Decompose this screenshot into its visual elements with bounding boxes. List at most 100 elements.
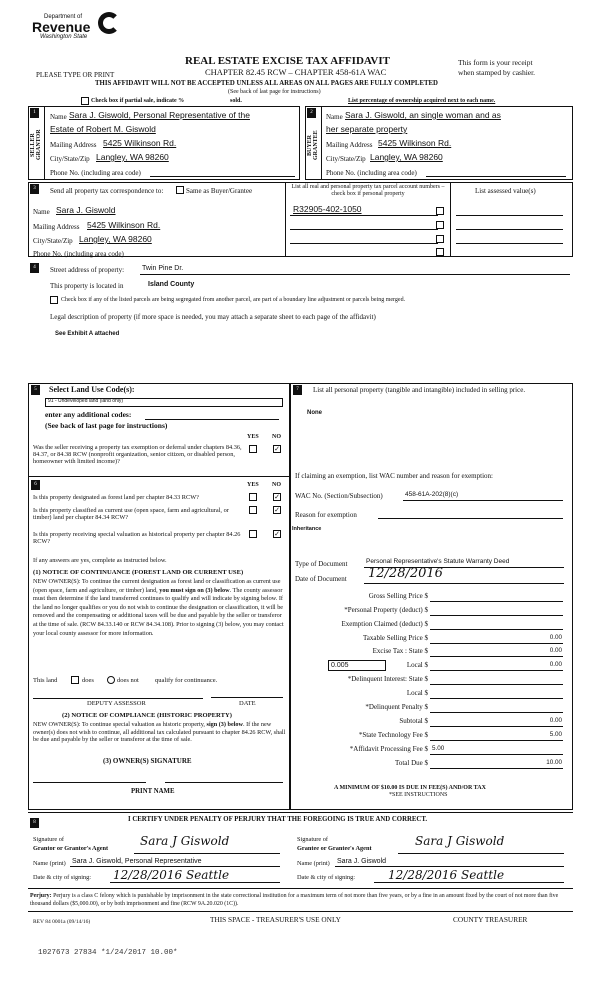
document-type[interactable]: Personal Representative's Statute Warran… xyxy=(366,558,510,565)
document-date[interactable]: 12/28/2016 xyxy=(368,566,443,581)
date-label: DATE xyxy=(239,700,256,707)
seller-mail[interactable]: 5425 Wilkinson Rd. xyxy=(103,138,177,148)
exemption-no-checkbox[interactable]: ✓ xyxy=(273,445,281,453)
perjury-notice: Perjury: Perjury is a class C felony whi… xyxy=(30,892,575,908)
amount-input[interactable] xyxy=(430,629,563,630)
amount-input[interactable] xyxy=(430,754,563,755)
forest-no-checkbox[interactable]: ✓ xyxy=(273,493,281,501)
street-address[interactable]: Twin Pine Dr. xyxy=(142,265,184,272)
corr-mail[interactable]: 5425 Wilkinson Rd. xyxy=(87,220,161,230)
amount-row: Subtotal $ 0.00 xyxy=(290,717,570,728)
does-not-radio[interactable] xyxy=(107,676,115,684)
grantor-name[interactable]: Sara J. Giswold, Personal Representative xyxy=(72,858,202,865)
amount-input[interactable] xyxy=(430,684,563,685)
amount-row: *Affidavit Processing Fee $ 5.00 xyxy=(290,745,570,756)
current-use-yes-checkbox[interactable] xyxy=(249,506,257,514)
current-use-no-checkbox[interactable]: ✓ xyxy=(273,506,281,514)
owner-signature-line-2[interactable] xyxy=(165,782,283,783)
corr-city[interactable]: Langley, WA 98260 xyxy=(79,234,152,244)
seller-name-line2[interactable]: Estate of Robert M. Giswold xyxy=(50,124,156,134)
parcel-header: List all real and personal property tax … xyxy=(291,184,445,197)
assessed-value-2[interactable] xyxy=(456,229,563,230)
section-number-3: 3 xyxy=(30,184,39,194)
print-name-label: PRINT NAME xyxy=(131,788,175,795)
amount-row: Total Due $ 10.00 xyxy=(290,759,570,770)
grantor-signature[interactable]: Sara J Giswold xyxy=(140,834,230,848)
logo-state: Washington State xyxy=(40,33,88,40)
buyer-city[interactable]: Langley, WA 98260 xyxy=(370,152,443,162)
historical-question: Is this property receiving special valua… xyxy=(33,531,241,546)
wac-number[interactable]: 458-61A-202(8)(c) xyxy=(405,491,459,498)
left-column-box xyxy=(28,383,290,810)
deputy-assessor-signature[interactable] xyxy=(33,698,203,699)
amount-label: Gross Selling Price $ xyxy=(368,592,428,600)
seller-name-line1[interactable]: Sara J. Giswold, Personal Representative… xyxy=(69,110,250,120)
personal-property-checkbox-4[interactable] xyxy=(436,248,444,256)
does-checkbox[interactable] xyxy=(71,676,79,684)
amount-label: Local $ xyxy=(406,661,428,669)
personal-property-checkbox-3[interactable] xyxy=(436,235,444,243)
amount-input[interactable] xyxy=(430,726,563,727)
same-as-buyer-checkbox[interactable] xyxy=(176,186,184,194)
forest-yes-checkbox[interactable] xyxy=(249,493,257,501)
amount-label: *Delinquent Interest: State $ xyxy=(347,675,428,683)
amount-input[interactable] xyxy=(430,768,563,769)
logo-name: Revenue xyxy=(32,18,91,35)
additional-codes-input[interactable] xyxy=(145,419,279,420)
segregate-checkbox[interactable] xyxy=(50,296,58,304)
personal-property-label: List all personal property (tangible and… xyxy=(313,386,526,394)
amount-row: *State Technology Fee $ 5.00 xyxy=(290,731,570,742)
section-number-6: 6 xyxy=(31,480,40,490)
assessor-date[interactable] xyxy=(211,697,283,698)
exemption-yes-checkbox[interactable] xyxy=(249,445,257,453)
see-back: (See back of last page for instructions) xyxy=(228,89,321,95)
n1-text-bold: you must sign on (3) below xyxy=(159,586,230,594)
historical-yes-checkbox[interactable] xyxy=(249,530,257,538)
amount-input[interactable] xyxy=(430,670,563,671)
amount-input[interactable] xyxy=(430,712,563,713)
amount-input[interactable] xyxy=(430,740,563,741)
grantor-date-city[interactable]: 12/28/2016 Seattle xyxy=(113,868,230,882)
personal-property-value: None xyxy=(307,410,322,416)
notice-continuance-text: NEW OWNER(S): To continue the current de… xyxy=(33,578,286,638)
amount-input[interactable] xyxy=(430,656,563,657)
local-rate-input[interactable]: 0.005 xyxy=(328,660,386,671)
historical-no-checkbox[interactable]: ✓ xyxy=(273,530,281,538)
owner-signature-line-1[interactable] xyxy=(33,782,146,783)
form-title: REAL ESTATE EXCISE TAX AFFIDAVIT xyxy=(185,55,390,67)
parcel-number-1[interactable]: R32905-402-1050 xyxy=(293,204,362,214)
amount-row: *Personal Property (deduct) $ xyxy=(290,606,570,617)
please-type: PLEASE TYPE OR PRINT xyxy=(36,71,115,79)
reason-value[interactable]: Inheritance xyxy=(292,526,322,532)
personal-property-checkbox-2[interactable] xyxy=(436,221,444,229)
claim-exemption-label: If claiming an exemption, list WAC numbe… xyxy=(295,472,493,480)
grantee-signature[interactable]: Sara J Giswold xyxy=(415,834,505,848)
assessed-value-1[interactable] xyxy=(456,215,563,216)
no-header-5: NO xyxy=(272,434,281,440)
buyer-name-line1[interactable]: Sara J. Giswold, an single woman and as xyxy=(345,110,501,120)
assessed-value-4[interactable] xyxy=(456,256,563,257)
buyer-mail[interactable]: 5425 Wilkinson Rd. xyxy=(378,138,452,148)
seller-city-label: City/State/Zip xyxy=(50,155,90,163)
amount-input[interactable] xyxy=(430,615,563,616)
buyer-name-line2[interactable]: her separate property xyxy=(326,124,408,134)
cashier-stamp: 1027673 27834 *1/24/2017 10.00* xyxy=(38,949,178,957)
buyer-mail-label: Mailing Address xyxy=(326,141,373,149)
same-as-buyer-label: Same as Buyer/Grantee xyxy=(186,187,253,195)
grantor-agent-label: Grantor or Grantor's Agent xyxy=(33,845,109,852)
sold-label: sold. xyxy=(230,98,242,104)
legal-description: See Exhibit A attached xyxy=(55,331,120,337)
amount-input[interactable] xyxy=(430,698,563,699)
amount-value: 0.00 xyxy=(549,717,562,724)
assessed-value-3[interactable] xyxy=(456,243,563,244)
grantee-date-city[interactable]: 12/28/2016 Seattle xyxy=(388,868,505,882)
amount-input[interactable] xyxy=(430,643,563,644)
grantee-name[interactable]: Sara J. Giswold xyxy=(337,858,387,865)
corr-name[interactable]: Sara J. Giswold xyxy=(56,205,116,215)
personal-property-checkbox-1[interactable] xyxy=(436,207,444,215)
seller-city[interactable]: Langley, WA 98260 xyxy=(96,152,169,162)
land-use-code-select[interactable]: 91 - Undeveloped land (land only) xyxy=(45,398,283,407)
document-type-label: Type of Document xyxy=(295,560,348,568)
amount-input[interactable] xyxy=(430,601,563,602)
partial-sale-checkbox[interactable] xyxy=(81,97,89,105)
